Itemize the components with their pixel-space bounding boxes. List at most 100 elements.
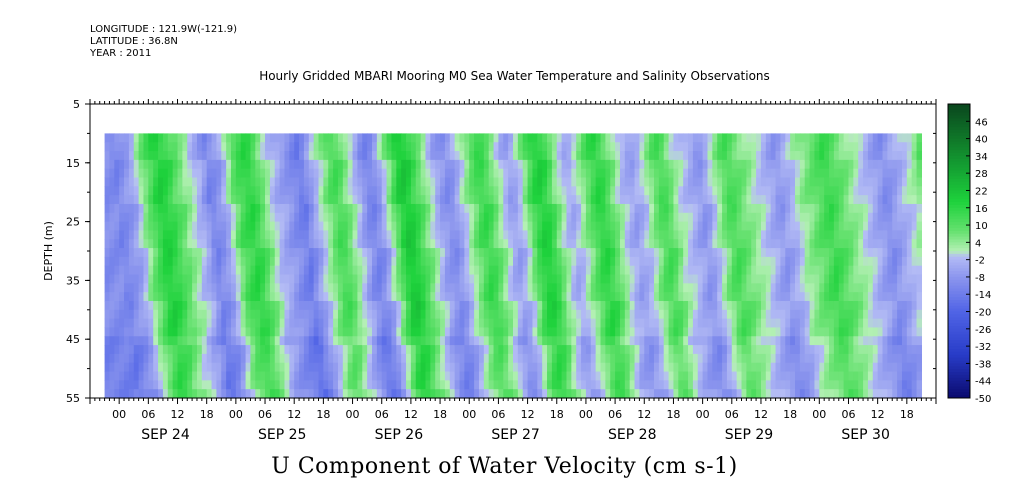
heatmap-cell (420, 239, 427, 249)
heatmap-cell (746, 327, 752, 337)
heatmap-cell (143, 380, 149, 390)
heatmap-cell (736, 336, 743, 346)
heatmap-cell (585, 195, 592, 205)
heatmap-cell (877, 203, 884, 214)
heatmap-cell (585, 203, 592, 214)
heatmap-cell (790, 265, 796, 276)
heatmap-cell (751, 151, 757, 161)
heatmap-cell (196, 133, 203, 143)
heatmap-cell (722, 142, 728, 152)
heatmap-cell (410, 265, 417, 276)
heatmap-cell (634, 195, 641, 205)
heatmap-cell (897, 239, 903, 249)
heatmap-cell (654, 151, 660, 161)
heatmap-cell (362, 203, 368, 214)
heatmap-cell (493, 203, 500, 214)
heatmap-cell (863, 292, 869, 302)
heatmap-cell (162, 195, 169, 205)
heatmap-cell (736, 230, 743, 240)
heatmap-cell (124, 203, 130, 214)
heatmap-cell (843, 327, 850, 337)
heatmap-cell (245, 292, 252, 302)
heatmap-cell (318, 300, 324, 311)
heatmap-cell (444, 353, 451, 364)
heatmap-cell (692, 309, 699, 320)
heatmap-cell (284, 362, 290, 373)
heatmap-cell (663, 177, 670, 187)
heatmap-cell (610, 345, 616, 355)
heatmap-cell (299, 239, 305, 249)
heatmap-cell (508, 283, 514, 293)
heatmap-cell (265, 195, 271, 205)
heatmap-cell (172, 292, 179, 302)
heatmap-cell (736, 195, 743, 205)
heatmap-cell (673, 345, 679, 355)
heatmap-cell (887, 248, 893, 258)
heatmap-cell (372, 274, 378, 284)
heatmap-cell (240, 274, 247, 284)
heatmap-cell (138, 239, 145, 249)
heatmap-cell (790, 292, 796, 302)
heatmap-cell (435, 300, 441, 311)
heatmap-cell (722, 177, 728, 187)
heatmap-cell (756, 336, 762, 346)
heatmap-cell (814, 283, 820, 293)
heatmap-cell (255, 336, 261, 346)
heatmap-cell (785, 212, 791, 223)
heatmap-cell (619, 283, 626, 293)
heatmap-cell (255, 327, 261, 337)
heatmap-cell (333, 380, 339, 390)
heatmap-cell (488, 133, 495, 143)
heatmap-cell (308, 248, 315, 258)
heatmap-cell (619, 309, 626, 320)
heatmap-cell (469, 142, 475, 152)
heatmap-cell (114, 309, 120, 320)
heatmap-cell (109, 142, 115, 152)
heatmap-cell (853, 159, 859, 170)
heatmap-cell (299, 274, 305, 284)
heatmap-cell (323, 380, 329, 390)
heatmap-cell (289, 256, 295, 267)
heatmap-cell (517, 256, 524, 267)
heatmap-cell (153, 221, 159, 232)
heatmap-cell (109, 345, 115, 355)
heatmap-cell (435, 221, 441, 232)
heatmap-cell (610, 389, 616, 399)
heatmap-cell (697, 327, 704, 337)
heatmap-cell (610, 159, 616, 170)
heatmap-cell (172, 168, 179, 179)
heatmap-cell (493, 380, 500, 390)
heatmap-cell (333, 300, 339, 311)
heatmap-cell (274, 221, 281, 232)
heatmap-cell (688, 177, 694, 187)
heatmap-cell (824, 389, 830, 399)
heatmap-cell (867, 159, 874, 170)
heatmap-cell (760, 151, 767, 161)
heatmap-cell (838, 362, 845, 373)
heatmap-cell (352, 309, 359, 320)
heatmap-cell (877, 159, 884, 170)
heatmap-cell (658, 212, 665, 223)
heatmap-cell (352, 292, 359, 302)
heatmap-cell (308, 151, 315, 161)
heatmap-cell (192, 274, 198, 284)
heatmap-cell (513, 230, 519, 240)
heatmap-cell (610, 353, 616, 364)
heatmap-cell (537, 195, 543, 205)
heatmap-cell (182, 309, 188, 320)
heatmap-cell (673, 256, 679, 267)
heatmap-cell (410, 283, 417, 293)
heatmap-cell (167, 353, 174, 364)
heatmap-cell (517, 151, 524, 161)
heatmap-cell (323, 159, 329, 170)
heatmap-cell (537, 327, 543, 337)
heatmap-cell (216, 336, 222, 346)
heatmap-cell (333, 142, 339, 152)
heatmap-cell (148, 221, 154, 232)
heatmap-cell (342, 239, 349, 249)
heatmap-cell (731, 177, 738, 187)
heatmap-cell (770, 195, 777, 205)
heatmap-cell (323, 203, 329, 214)
heatmap-cell (187, 168, 193, 179)
heatmap-cell (644, 212, 650, 223)
